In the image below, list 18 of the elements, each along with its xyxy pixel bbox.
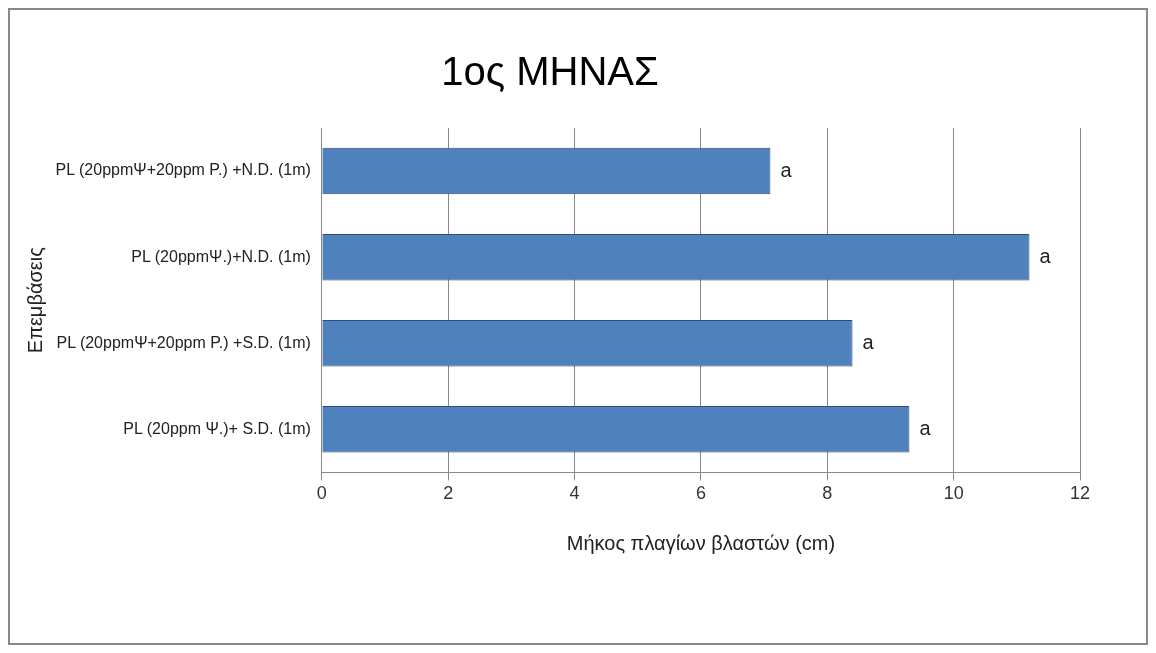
x-tick-label: 4 [569,483,580,504]
x-tick-label: 8 [822,483,833,504]
x-tick-label: 2 [443,483,454,504]
y-axis-title: Επεμβάσεις [23,246,46,354]
annotation: a [1039,244,1052,267]
x-tick-label: 0 [316,483,327,504]
x-tick-label: 10 [943,483,964,504]
annotation: a [862,330,875,353]
chart-title: 1ος ΜΗΝΑΣ [441,49,659,94]
y-tick-label: PL (20ppmΨ+20ppm P.) +S.D. (1m) [56,333,311,351]
annotation: a [780,158,793,181]
x-tick-label: 12 [1069,483,1091,504]
y-tick-label: PL (20ppmΨ+20ppm P.) +N.D. (1m) [55,161,311,179]
annotation: a [919,416,932,439]
x-tick-label: 6 [695,483,706,504]
x-axis-title: Μήκος πλαγίων βλαστών (cm) [566,531,836,554]
y-tick-label: PL (20ppmΨ.)+N.D. (1m) [131,247,311,265]
y-tick-label: PL (20ppm Ψ.)+ S.D. (1m) [123,419,311,437]
